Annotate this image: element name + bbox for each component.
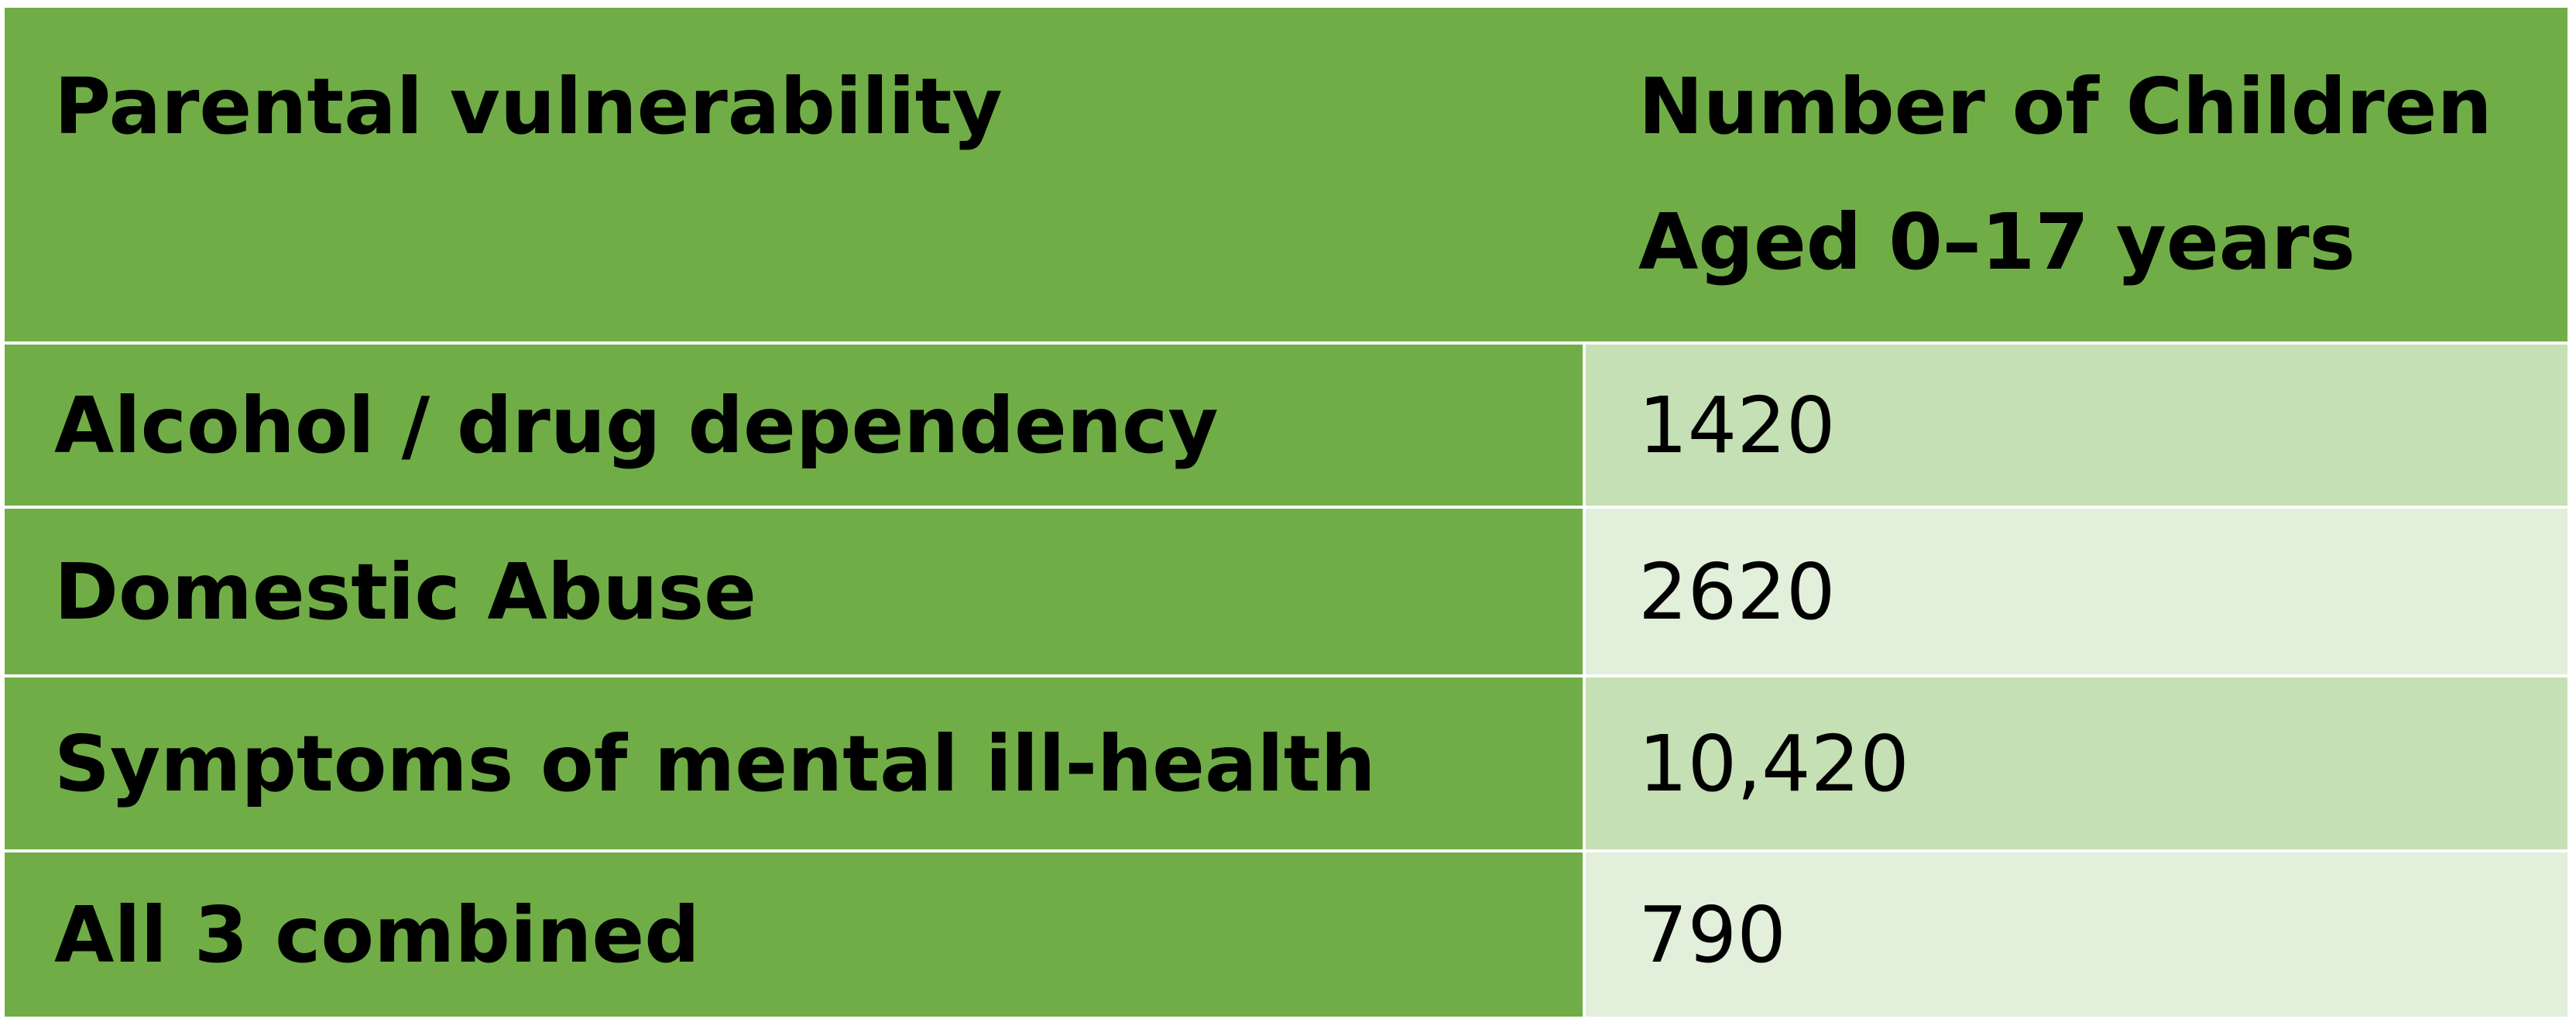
vulnerability-table: Parental vulnerability Number of Childre…	[5, 8, 2567, 1017]
table-row: Alcohol / drug dependency 1420	[5, 341, 2567, 507]
row-value: 790	[1584, 849, 2567, 1017]
row-label: Domestic Abuse	[5, 506, 1586, 676]
header-parental-vulnerability: Parental vulnerability	[5, 8, 1584, 345]
table-row: All 3 combined 790	[5, 849, 2567, 1017]
row-label: All 3 combined	[5, 849, 1586, 1017]
row-value: 1420	[1584, 341, 2567, 507]
table-header-row: Parental vulnerability Number of Childre…	[5, 8, 2567, 345]
row-label: Symptoms of mental ill-health	[5, 674, 1586, 851]
table-row: Domestic Abuse 2620	[5, 506, 2567, 676]
header-number-line2: Aged 0–17 years	[1638, 197, 2356, 287]
header-number-of-children: Number of Children Aged 0–17 years	[1584, 8, 2567, 345]
row-label: Alcohol / drug dependency	[5, 341, 1586, 507]
header-number-line1: Number of Children	[1638, 61, 2492, 152]
table-row: Symptoms of mental ill-health 10,420	[5, 674, 2567, 851]
row-value: 10,420	[1584, 674, 2567, 851]
row-value: 2620	[1584, 506, 2567, 676]
